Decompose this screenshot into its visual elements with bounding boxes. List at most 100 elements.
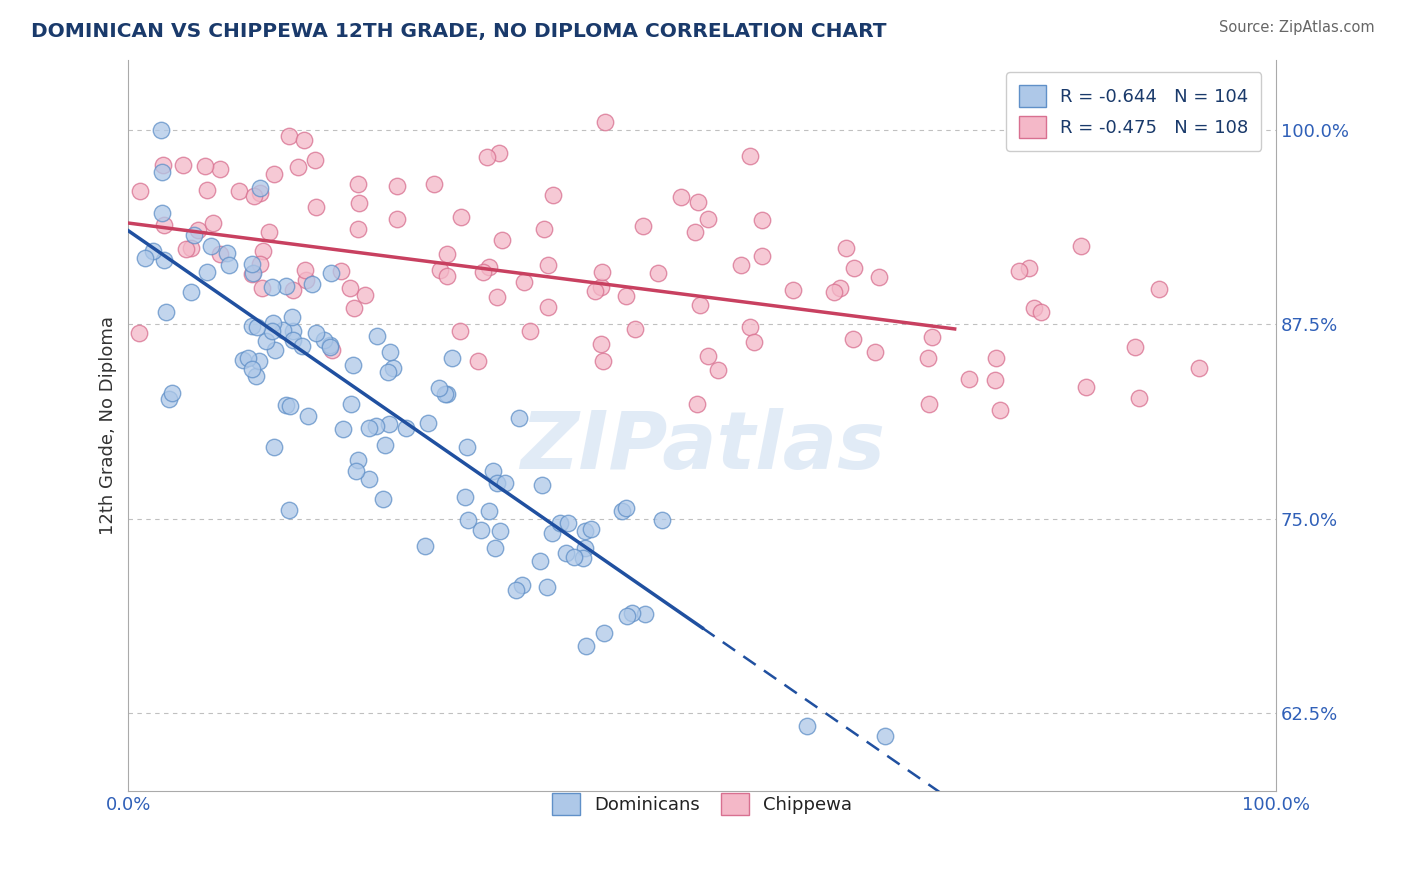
Point	[583, 284, 606, 298]
Point	[467, 353, 489, 368]
Point	[153, 253, 176, 268]
Point	[387, 211, 409, 226]
Point	[359, 472, 381, 486]
Point	[240, 362, 263, 376]
Point	[433, 387, 456, 401]
Point	[689, 298, 711, 312]
Point	[277, 502, 299, 516]
Text: DOMINICAN VS CHIPPEWA 12TH GRADE, NO DIPLOMA CORRELATION CHART: DOMINICAN VS CHIPPEWA 12TH GRADE, NO DIP…	[31, 22, 886, 41]
Point	[377, 365, 399, 379]
Point	[738, 319, 761, 334]
Point	[301, 277, 323, 291]
Point	[574, 541, 596, 556]
Point	[262, 324, 284, 338]
Point	[249, 257, 271, 271]
Point	[209, 247, 232, 261]
Point	[278, 400, 301, 414]
Point	[152, 164, 174, 178]
Point	[153, 218, 176, 232]
Point	[624, 321, 647, 335]
Point	[530, 477, 553, 491]
Point	[842, 332, 865, 346]
Point	[354, 288, 377, 302]
Point	[364, 419, 387, 434]
Point	[494, 476, 516, 491]
Point	[484, 541, 506, 555]
Point	[242, 189, 264, 203]
Point	[591, 280, 613, 294]
Point	[683, 226, 706, 240]
Point	[263, 343, 285, 357]
Point	[378, 345, 401, 359]
Point	[357, 421, 380, 435]
Point	[844, 261, 866, 276]
Point	[228, 184, 250, 198]
Point	[873, 730, 896, 744]
Point	[287, 160, 309, 174]
Point	[240, 267, 263, 281]
Point	[427, 381, 450, 395]
Point	[489, 524, 512, 539]
Point	[281, 310, 304, 324]
Point	[262, 316, 284, 330]
Point	[440, 351, 463, 366]
Point	[305, 326, 328, 340]
Point	[436, 269, 458, 284]
Point	[1188, 361, 1211, 376]
Point	[321, 343, 343, 357]
Point	[835, 241, 858, 255]
Point	[249, 186, 271, 200]
Point	[751, 249, 773, 263]
Point	[510, 577, 533, 591]
Point	[381, 361, 404, 376]
Point	[491, 233, 513, 247]
Point	[634, 607, 657, 622]
Point	[470, 523, 492, 537]
Point	[429, 263, 451, 277]
Point	[240, 319, 263, 334]
Point	[385, 178, 408, 193]
Point	[475, 150, 498, 164]
Point	[416, 416, 439, 430]
Point	[263, 167, 285, 181]
Point	[863, 345, 886, 359]
Point	[157, 392, 180, 406]
Point	[1076, 380, 1098, 394]
Point	[614, 289, 637, 303]
Point	[150, 122, 173, 136]
Point	[254, 334, 277, 348]
Point	[957, 372, 980, 386]
Point	[249, 181, 271, 195]
Point	[478, 260, 501, 275]
Point	[183, 227, 205, 242]
Text: ZIPatlas: ZIPatlas	[520, 409, 884, 486]
Point	[486, 290, 509, 304]
Text: Source: ZipAtlas.com: Source: ZipAtlas.com	[1219, 20, 1375, 35]
Point	[319, 340, 342, 354]
Point	[536, 580, 558, 594]
Point	[612, 504, 634, 518]
Point	[347, 222, 370, 236]
Point	[128, 326, 150, 340]
Point	[346, 453, 368, 467]
Point	[486, 475, 509, 490]
Point	[1022, 301, 1045, 316]
Point	[548, 516, 571, 531]
Point	[245, 368, 267, 383]
Point	[304, 153, 326, 167]
Point	[236, 351, 259, 365]
Point	[330, 264, 353, 278]
Point	[292, 133, 315, 147]
Point	[823, 285, 845, 300]
Point	[195, 265, 218, 279]
Point	[395, 420, 418, 434]
Point	[208, 162, 231, 177]
Point	[1128, 391, 1150, 405]
Point	[217, 246, 239, 260]
Point	[686, 397, 709, 411]
Point	[162, 385, 184, 400]
Point	[456, 440, 478, 454]
Point	[529, 554, 551, 568]
Point	[172, 158, 194, 172]
Point	[312, 333, 335, 347]
